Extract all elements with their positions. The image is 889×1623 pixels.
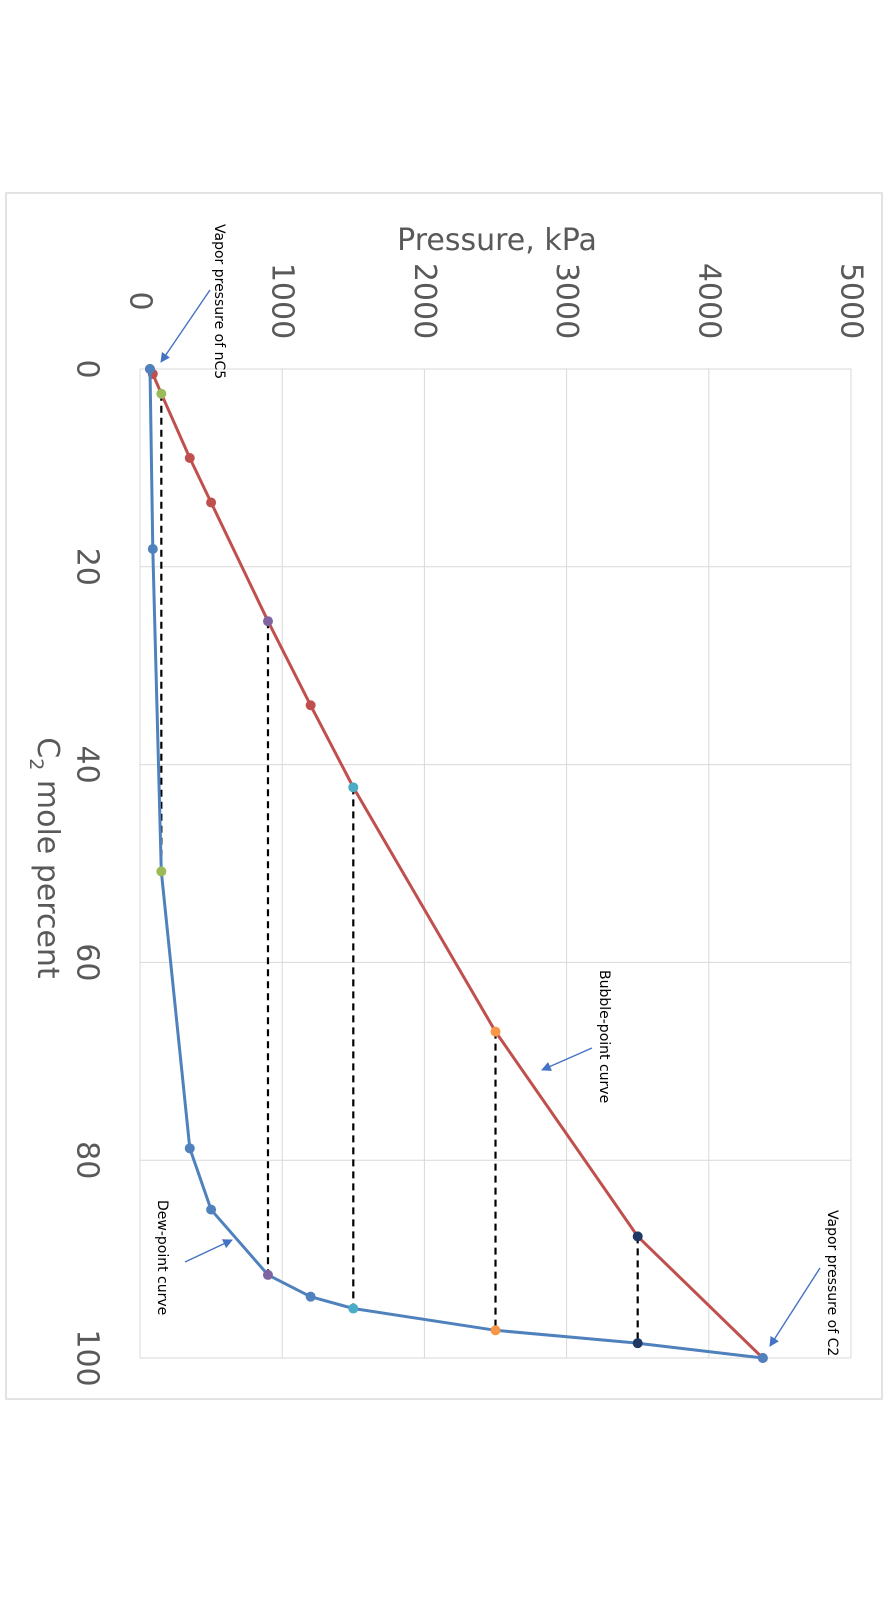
bubble-point-9 (632, 1231, 643, 1242)
x-axis-title-main: C (30, 737, 65, 758)
bubble-label-arrow (541, 1047, 593, 1071)
dew-point-2 (156, 866, 167, 877)
dew-point-1 (147, 543, 158, 554)
y-tick-label-5: 5000 (834, 263, 869, 339)
dew-point-0 (144, 364, 155, 374)
y-tick-label-3: 3000 (549, 263, 584, 339)
dew-point-8 (490, 1325, 501, 1336)
series (144, 364, 768, 1363)
vp-nc5-arrow (160, 289, 211, 363)
dew-point-9 (632, 1338, 643, 1349)
bubble-point-4 (206, 497, 217, 508)
grid (139, 368, 852, 1359)
x-axis-title: C2 mole percent (25, 737, 65, 979)
y-tick-label-0: 0 (123, 291, 158, 310)
vp-c2-text: Vapor pressure of C2 (824, 1210, 840, 1356)
bubble-label-text: Bubble-point curve (596, 970, 612, 1103)
dew-point-5 (262, 1269, 273, 1280)
x-tick-label-1: 20 (70, 548, 105, 586)
y-tick-label-4: 4000 (691, 263, 726, 339)
x-tick-label-4: 80 (70, 1141, 105, 1179)
bubble-point-8 (490, 1026, 501, 1037)
x-tick-label-3: 60 (70, 943, 105, 981)
dew-point-3 (184, 1143, 195, 1154)
dew-point-10 (757, 1353, 768, 1363)
x-axis-title-subscript: 2 (25, 758, 47, 770)
x-tick-label-5: 100 (70, 1329, 105, 1386)
annotations: Vapor pressure of nC5 Bubble-point curve D… (154, 224, 840, 1356)
vp-nc5-text: Vapor pressure of nC5 (211, 224, 227, 379)
x-axis-title-rest: mole percent (30, 770, 65, 979)
bubble-point-5 (262, 616, 273, 627)
tie-lines (160, 393, 639, 1344)
dew-point-4 (206, 1204, 217, 1215)
bubble-point-2 (156, 388, 167, 399)
x-tick-label-2: 40 (70, 746, 105, 784)
dew-point-6 (305, 1291, 316, 1302)
dew-point-7 (348, 1303, 359, 1314)
bubble-point-7 (348, 782, 359, 793)
bubble-point-6 (305, 700, 316, 711)
dew-label-arrow (184, 1239, 233, 1263)
y-tick-label-2: 2000 (407, 263, 442, 339)
y-tick-label-1: 1000 (265, 263, 300, 339)
chart-border (5, 192, 883, 1400)
vp-c2-arrow (769, 1267, 821, 1347)
dew-label-text: Dew-point curve (154, 1200, 170, 1315)
y-axis-title: Pressure, kPa (397, 223, 597, 258)
bubble-point-3 (184, 453, 195, 464)
x-tick-label-0: 0 (70, 359, 105, 378)
svg-text:C2 mole percent: C2 mole percent (25, 737, 65, 979)
